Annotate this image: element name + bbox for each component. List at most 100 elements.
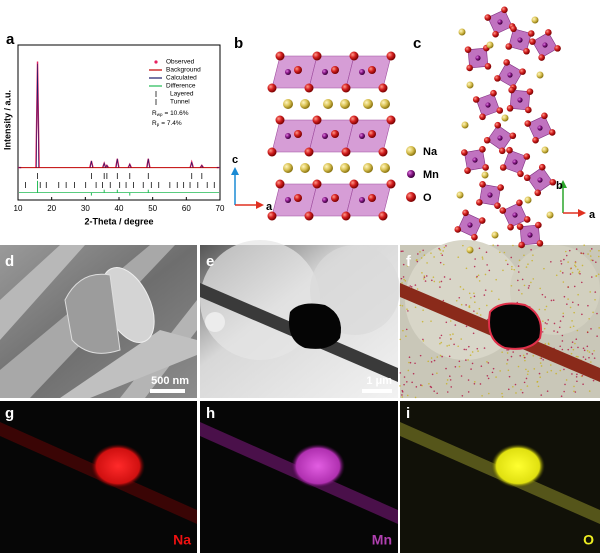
map-dot — [590, 259, 593, 261]
map-dot — [406, 265, 409, 267]
map-dot — [428, 383, 430, 385]
map-dot — [426, 262, 428, 264]
map-dot — [414, 362, 416, 365]
sodium-atom — [363, 163, 373, 173]
map-dot — [455, 299, 458, 302]
fit-stat: Rwp = 10.6% — [152, 110, 189, 117]
oxygen-atom — [510, 25, 517, 33]
map-dot — [544, 308, 546, 311]
oxygen-atom — [536, 240, 544, 247]
map-dot — [433, 280, 436, 283]
map-dot — [477, 350, 479, 352]
sodium-atom — [481, 171, 489, 179]
map-dot — [521, 391, 524, 394]
map-dot — [462, 288, 465, 291]
map-dot — [433, 359, 436, 362]
map-dot — [530, 248, 532, 251]
sodium-atom — [300, 99, 310, 109]
map-dot — [588, 390, 591, 392]
map-dot — [572, 325, 575, 328]
map-dot — [502, 269, 504, 272]
map-dot — [501, 392, 503, 395]
oxygen-atom — [267, 147, 277, 157]
map-dot — [476, 347, 479, 350]
oxygen-atom — [516, 223, 524, 230]
map-dot — [547, 319, 550, 321]
map-dot — [572, 301, 574, 304]
map-dot — [530, 281, 532, 284]
map-dot — [583, 244, 585, 247]
oxygen-atom — [341, 211, 351, 221]
atom-label: Mn — [423, 169, 439, 181]
oxygen-atom — [479, 113, 486, 121]
map-dot — [536, 381, 539, 383]
manganese-atom — [359, 69, 365, 75]
map-dot — [422, 338, 424, 341]
map-dot — [527, 287, 530, 289]
map-dot — [582, 252, 585, 255]
sodium-atom — [491, 231, 499, 239]
oxygen-atom — [312, 115, 322, 125]
map-dot — [590, 328, 592, 330]
oxygen-atom — [523, 216, 531, 223]
manganese-atom — [497, 19, 503, 25]
map-dot — [570, 352, 573, 355]
map-dot — [421, 272, 423, 274]
map-dot — [558, 326, 561, 329]
map-dot — [559, 345, 561, 348]
map-dot — [414, 306, 417, 309]
map-dot — [571, 271, 574, 274]
map-dot — [450, 338, 452, 340]
map-dot — [449, 278, 451, 280]
scale-bar-label: 500 nm — [151, 375, 189, 387]
x-tick-label: 50 — [148, 204, 157, 213]
oxygen-atom — [479, 146, 486, 153]
legend-label: Tunnel — [170, 99, 190, 106]
map-dot — [569, 326, 572, 329]
map-dot — [472, 332, 475, 335]
oxygen-atom — [549, 178, 557, 186]
map-dot — [419, 251, 421, 253]
legend-label: Background — [166, 67, 201, 74]
map-dot — [598, 249, 600, 252]
map-dot — [487, 377, 490, 380]
oxygen-atom — [378, 211, 388, 221]
oxygen-atom — [462, 209, 469, 217]
map-dot — [483, 294, 486, 296]
map-dot — [576, 329, 579, 332]
map-dot — [522, 354, 525, 357]
map-dot — [569, 267, 572, 270]
map-dot — [510, 284, 513, 287]
map-dot — [574, 264, 576, 267]
map-dot — [449, 333, 452, 336]
sodium-atom — [363, 99, 373, 109]
fit-value: = 7.4% — [161, 120, 182, 127]
map-dot — [592, 259, 594, 262]
map-dot — [508, 375, 511, 378]
map-dot — [476, 312, 478, 315]
oxygen-atom — [545, 29, 552, 36]
map-dot — [402, 329, 404, 332]
map-dot — [587, 304, 589, 307]
map-dot — [538, 372, 541, 375]
map-dot — [409, 361, 412, 364]
oxygen-atom — [499, 164, 507, 171]
oxygen-atom — [368, 194, 376, 202]
map-dot — [480, 365, 483, 367]
oxygen-atom — [304, 83, 314, 93]
map-dot — [564, 383, 566, 386]
map-dot — [473, 381, 476, 383]
map-dot — [582, 356, 585, 358]
map-dot — [561, 334, 564, 337]
map-dot — [577, 355, 579, 358]
calculated-peak — [190, 161, 194, 168]
sodium-atom — [501, 114, 509, 122]
manganese-atom — [359, 197, 365, 203]
panel-label: a — [6, 31, 15, 48]
map-dot — [399, 372, 402, 374]
map-dot — [562, 315, 564, 318]
map-dot — [549, 364, 552, 366]
map-dot — [591, 353, 594, 355]
map-dot — [586, 331, 589, 334]
map-dot — [473, 292, 475, 295]
